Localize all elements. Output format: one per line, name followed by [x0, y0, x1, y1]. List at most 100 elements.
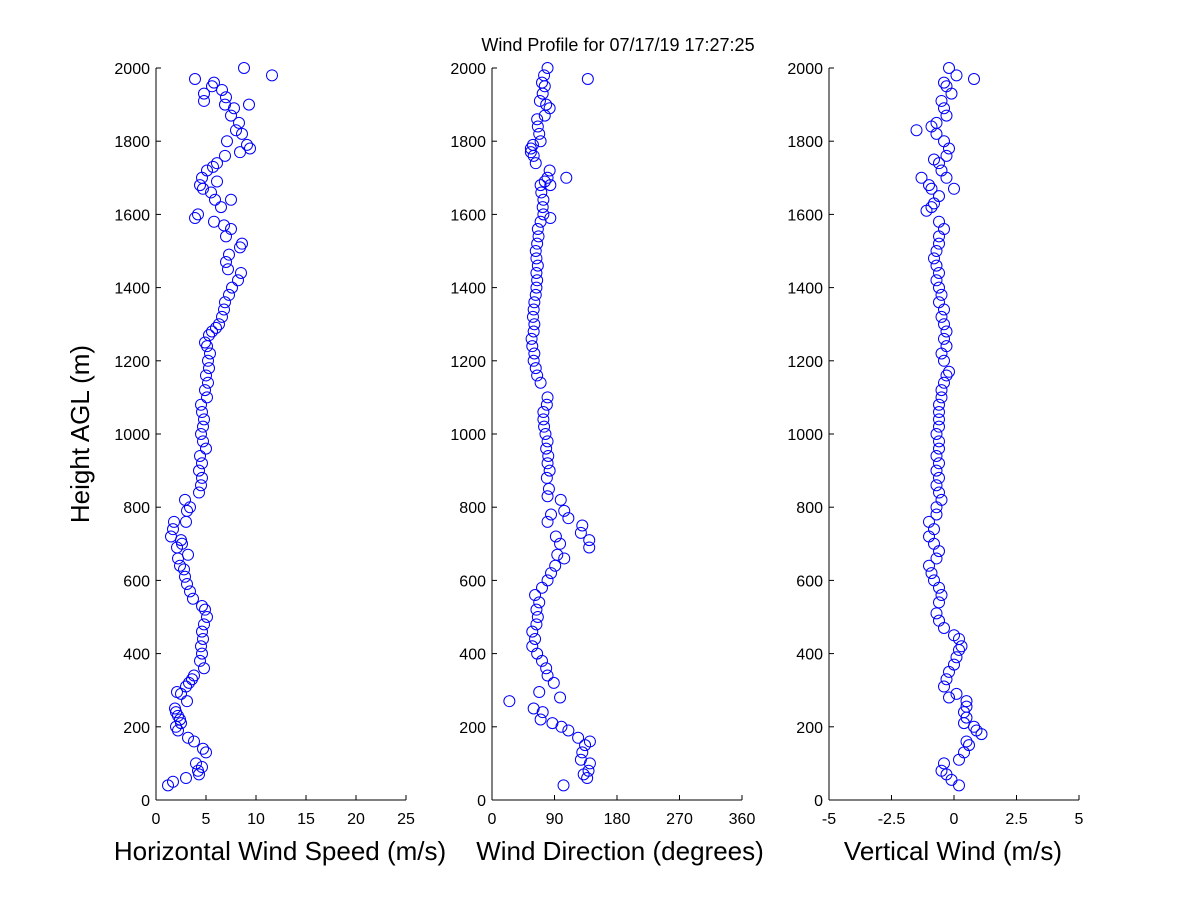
y-tick-label: 1400	[450, 281, 486, 298]
data-point	[196, 171, 208, 184]
data-point	[196, 647, 208, 660]
data-point	[187, 592, 199, 605]
x-axis-label-vertical-wind: Vertical Wind (m/s)	[844, 836, 1062, 866]
data-point	[935, 391, 948, 404]
data-point	[933, 420, 945, 433]
data-point	[933, 471, 945, 484]
data-point	[541, 515, 554, 528]
data-point	[933, 457, 945, 470]
data-point	[943, 365, 955, 378]
data-point	[930, 127, 943, 140]
x-tick-label: 0	[950, 811, 959, 828]
data-point	[933, 296, 945, 309]
data-point	[208, 76, 220, 89]
data-point	[207, 160, 219, 173]
data-point	[925, 182, 938, 195]
y-tick-label: 0	[814, 793, 823, 810]
data-point	[562, 724, 575, 737]
data-point	[948, 629, 960, 642]
data-point	[940, 149, 953, 162]
data-point	[938, 757, 950, 770]
data-point	[923, 530, 935, 543]
data-point	[583, 541, 596, 554]
data-point	[930, 245, 943, 257]
data-point	[953, 753, 965, 766]
data-point	[958, 746, 970, 759]
data-point	[230, 124, 242, 137]
data-point	[244, 142, 256, 155]
data-point	[576, 519, 589, 532]
data-point	[193, 768, 205, 781]
data-point	[190, 757, 202, 770]
data-point	[179, 570, 191, 583]
data-point	[970, 724, 983, 737]
y-tick-label: 800	[796, 500, 823, 517]
data-point	[205, 186, 217, 199]
data-point	[933, 281, 945, 294]
data-point	[195, 479, 207, 492]
data-point	[526, 625, 539, 638]
data-point	[531, 274, 544, 287]
data-point	[935, 493, 948, 506]
data-point	[541, 457, 554, 470]
data-point	[531, 259, 544, 272]
x-tick-label: 10	[247, 811, 265, 828]
data-point	[933, 215, 945, 228]
data-point	[200, 746, 212, 759]
data-point	[200, 442, 212, 455]
data-point	[198, 618, 210, 631]
data-point	[195, 640, 207, 653]
data-point	[543, 164, 556, 177]
x-tick-label: 5	[1075, 811, 1084, 828]
data-point	[534, 713, 547, 726]
data-point	[933, 406, 945, 419]
data-point	[526, 340, 539, 353]
y-tick-label: 2000	[114, 61, 150, 78]
data-point	[526, 138, 539, 151]
data-point	[196, 471, 208, 484]
data-point	[940, 109, 953, 122]
data-point	[189, 212, 201, 225]
data-point	[960, 695, 973, 708]
data-point	[528, 318, 541, 331]
data-point	[547, 676, 560, 689]
data-point	[534, 135, 547, 148]
data-point	[960, 735, 973, 748]
data-point	[541, 669, 554, 682]
y-tick-label: 0	[477, 793, 486, 810]
y-tick-label: 1200	[450, 354, 486, 371]
data-point	[225, 109, 237, 122]
data-point	[168, 515, 180, 528]
data-point	[208, 215, 220, 228]
data-point	[541, 574, 554, 587]
y-tick-label: 1600	[450, 207, 486, 224]
data-point	[933, 398, 945, 411]
data-point	[527, 702, 540, 715]
data-point	[935, 589, 948, 602]
data-point	[199, 384, 211, 397]
data-point	[226, 281, 238, 294]
data-point	[557, 779, 570, 792]
y-tick-label: 400	[123, 647, 150, 664]
data-point	[530, 252, 543, 265]
data-point	[194, 179, 206, 192]
data-point	[930, 607, 943, 620]
data-point	[968, 72, 980, 85]
data-point	[537, 208, 550, 221]
data-point	[545, 567, 558, 580]
data-point	[219, 296, 231, 309]
data-point	[206, 325, 218, 338]
y-tick-label: 200	[796, 720, 823, 737]
data-point	[930, 259, 943, 272]
data-point	[943, 665, 955, 678]
data-point	[172, 552, 184, 565]
data-point	[204, 347, 216, 360]
data-point	[950, 651, 963, 664]
data-point	[574, 753, 587, 766]
data-point	[968, 720, 980, 733]
data-point	[541, 435, 554, 448]
data-point	[940, 340, 953, 353]
data-point	[529, 245, 542, 257]
data-point	[530, 266, 543, 279]
